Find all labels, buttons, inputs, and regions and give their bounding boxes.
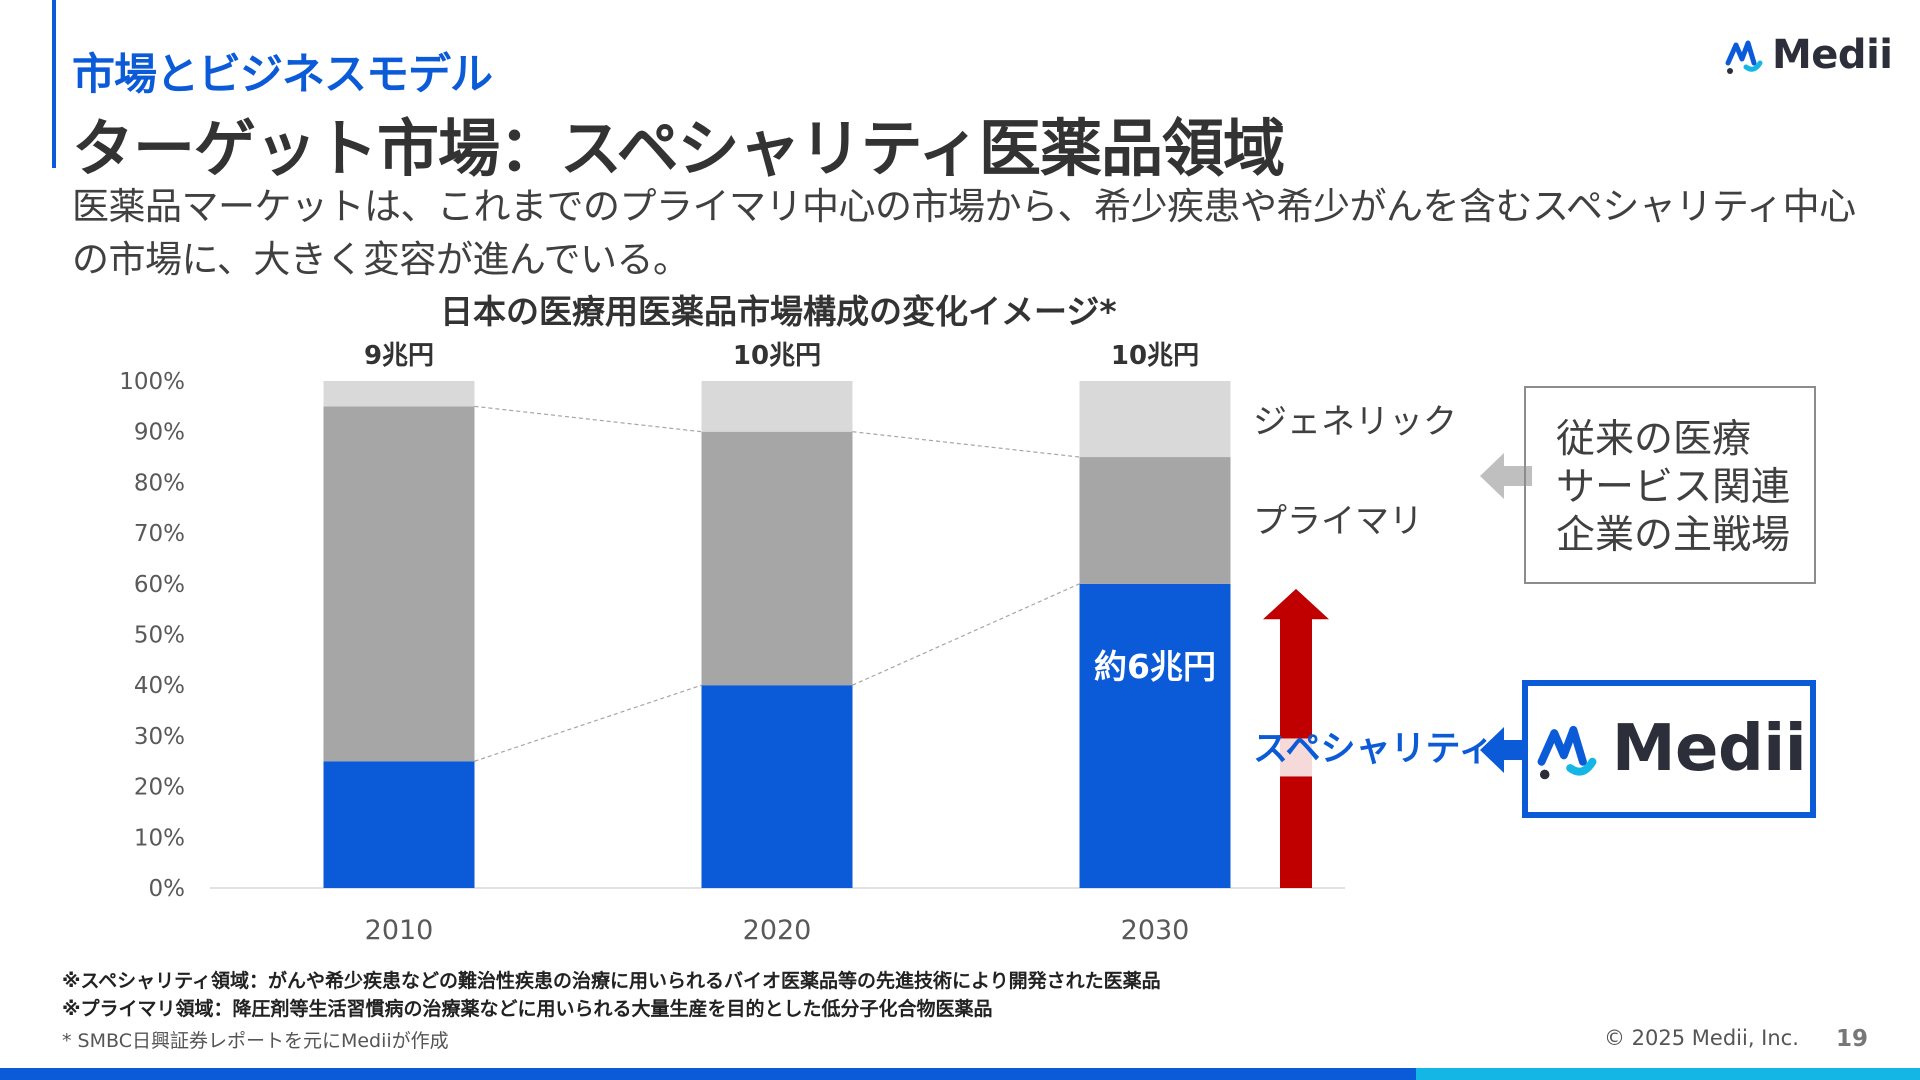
footnote-primary: ※プライマリ領域：降圧剤等生活習慣病の治療薬などに用いられる大量生産を目的とした… [62,998,993,1020]
footnote-specialty: ※スペシャリティ領域：がんや希少疾患などの難治性疾患の治療に用いられるバイオ医薬… [62,970,1161,992]
total-label: 9兆円 [364,341,434,371]
bar-segment [701,381,853,432]
series-label-primary: プライマリ [1253,501,1423,541]
logo-large-text: Medii [1611,712,1807,786]
lead-text: 医薬品マーケットは、これまでのプライマリ中心の市場から、希少疾患や希少がんを含む… [72,185,1856,281]
x-tick-label: 2010 [365,915,434,946]
footer-bar-cyan [1416,1068,1920,1080]
bar-segment [701,431,853,686]
footnotes: ※スペシャリティ領域：がんや希少疾患などの難治性疾患の治療に用いられるバイオ医薬… [62,967,1161,1023]
bar-segment [701,685,853,888]
page-title: ターゲット市場：スペシャリティ医薬品領域 [72,112,1285,185]
growth-arrow-highlight [1280,738,1312,777]
copyright: © 2025 Medii, Inc. [1604,1026,1799,1050]
accent-rule [52,0,56,168]
bar-segment [323,761,475,888]
connector-line [852,583,1080,686]
y-tick-label: 100% [119,369,185,395]
x-tick-label: 2030 [1121,915,1190,946]
section-title: 市場とビジネスモデル [72,50,493,100]
y-tick-label: 30% [134,724,185,750]
y-tick-label: 40% [134,673,185,699]
y-tick-label: 10% [134,825,185,851]
medii-logo-large-icon [1537,725,1597,780]
logo-text: Medii [1772,32,1893,78]
series-label-specialty: スペシャリティ [1253,730,1493,770]
total-label: 10兆円 [733,341,821,371]
connector-line [474,405,702,433]
annotation-label: 約6兆円 [1094,647,1216,686]
total-label: 10兆円 [1111,341,1199,371]
conventional-arrow [1480,453,1532,499]
medii-arrow [1480,727,1532,773]
y-tick-label: 0% [149,876,186,902]
conventional-line-2: サービス関連 [1556,465,1791,510]
y-tick-label: 60% [134,572,185,598]
bar-segment [1079,457,1231,584]
series-label-generic: ジェネリック [1253,402,1457,442]
y-tick-label: 70% [134,521,185,547]
page-number: 19 [1836,1026,1869,1052]
y-tick-label: 50% [134,623,185,649]
medii-logo-large: Medii [1522,680,1816,818]
conventional-line-3: 企業の主戦場 [1556,513,1791,558]
medii-logo-icon [1725,40,1763,74]
bar-segment [1079,583,1231,888]
footer-bar-blue [0,1068,1416,1080]
bar-segment [323,381,475,407]
x-tick-label: 2020 [743,915,812,946]
y-tick-label: 20% [134,775,185,801]
bar-segment [1079,381,1231,458]
y-tick-label: 90% [134,420,185,446]
medii-logo: Medii [1722,30,1893,80]
source-note: * SMBC日興証券レポートを元にMediiが作成 [62,1030,449,1052]
chart-title: 日本の医療用医薬品市場構成の変化イメージ* [440,292,1117,331]
connector-line [852,431,1080,458]
connector-line [474,684,702,762]
growth-arrow-head [1263,588,1329,620]
y-tick-label: 80% [134,470,185,496]
conventional-market-box: 従来の医療 サービス関連 企業の主戦場 [1524,386,1816,584]
conventional-line-1: 従来の医療 [1556,417,1752,462]
bar-segment [323,406,475,762]
